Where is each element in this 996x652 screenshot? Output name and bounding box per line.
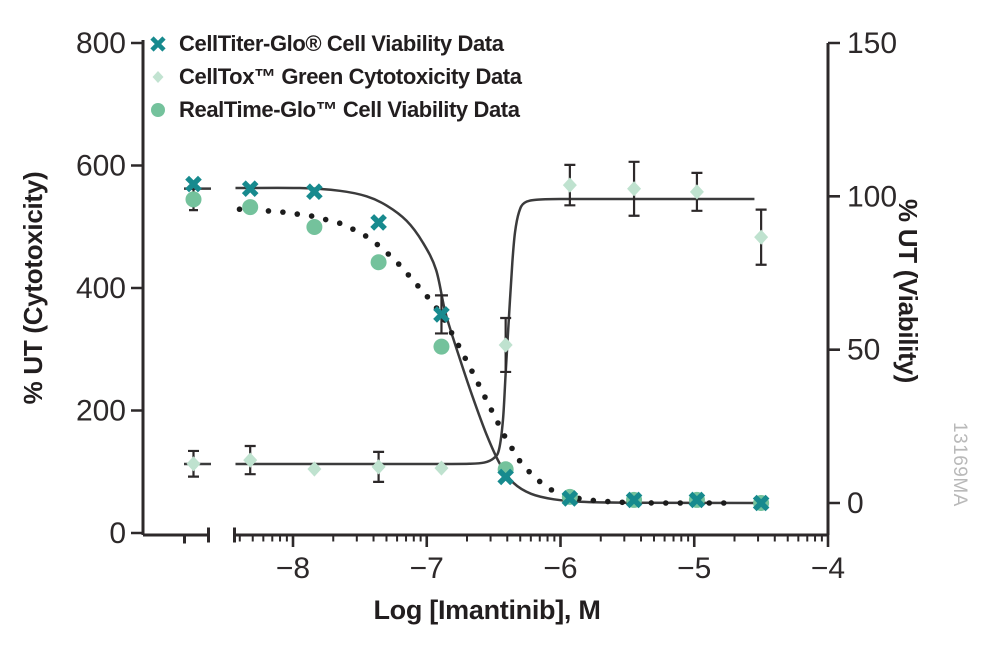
marker-diamond-celltox — [371, 459, 386, 475]
fit-dot-realtime-fit — [619, 499, 626, 506]
legend-item-celltox: CellTox™ Green Cytotoxicity Data — [147, 60, 522, 93]
y-left-tick-label: 600 — [76, 150, 126, 183]
x-tick-label: −6 — [543, 552, 577, 585]
marker-circle-realtime — [433, 338, 450, 355]
fit-curve-celltox-fit — [235, 197, 755, 466]
y-left-tick-label: 200 — [76, 395, 126, 428]
marker-diamond-celltox — [307, 461, 322, 477]
fit-dot-realtime-fit — [350, 226, 356, 232]
fit-dot-realtime-fit — [308, 213, 315, 219]
fit-dot-realtime-fit — [294, 211, 301, 217]
fit-dot-realtime-fit — [548, 487, 555, 493]
y-left-tick-label: 800 — [76, 27, 126, 60]
chart-legend: CellTiter-Glo® Cell Viability Data CellT… — [147, 27, 522, 126]
marker-x-celltiter — [241, 180, 259, 197]
marker-x-celltiter — [306, 183, 323, 201]
marker-diamond-celltox — [434, 460, 449, 476]
watermark-code: 13169MA — [949, 422, 970, 507]
fit-dot-realtime-fit — [362, 233, 369, 239]
marker-x-celltiter — [185, 175, 202, 193]
fit-dot-realtime-fit — [706, 500, 713, 506]
marker-diamond-celltox — [562, 177, 577, 193]
y-left-tick-label: 400 — [76, 272, 126, 305]
fit-dot-realtime-fit — [415, 283, 421, 289]
marker-diamond-celltox — [498, 337, 513, 353]
fit-dot-realtime-fit — [526, 468, 532, 475]
fit-dot-realtime-fit — [455, 342, 462, 349]
x-axis-title: Log [Imantinib], M — [373, 595, 601, 625]
marker-circle-realtime — [185, 191, 202, 208]
y-axis-right-title: % UT (Viability) — [893, 199, 923, 383]
fit-dot-realtime-fit — [265, 208, 272, 214]
fit-dot-realtime-fit — [462, 355, 469, 362]
fit-dot-realtime-fit — [469, 368, 475, 374]
legend-label-realtime: RealTime-Glo™ Cell Viability Data — [179, 96, 520, 122]
marker-x-celltiter — [433, 306, 450, 323]
x-tick-label: −7 — [410, 552, 444, 585]
fit-dot-realtime-fit — [662, 500, 669, 506]
diamond-marker-icon — [152, 70, 164, 83]
fit-dot-realtime-fit — [385, 251, 392, 257]
fit-curve-celltiter-fit — [235, 186, 758, 505]
circle-marker-icon — [151, 102, 165, 117]
fit-dot-realtime-fit — [495, 420, 501, 426]
marker-circle-realtime — [242, 199, 259, 216]
legend-label-celltox: CellTox™ Green Cytotoxicity Data — [179, 63, 522, 89]
legend-label-celltiter: CellTiter-Glo® Cell Viability Data — [179, 30, 504, 56]
y-right-tick-label: 50 — [847, 334, 880, 367]
marker-x-celltiter — [370, 214, 387, 231]
marker-x-celltiter — [497, 468, 514, 486]
fit-dot-realtime-fit — [424, 293, 431, 300]
fit-dot-realtime-fit — [501, 433, 508, 439]
marker-circle-realtime — [306, 219, 323, 235]
y-left-tick-label: 0 — [109, 517, 126, 550]
fit-dot-realtime-fit — [509, 445, 515, 452]
fit-dot-realtime-fit — [604, 498, 611, 505]
fit-dot-realtime-fit — [336, 220, 343, 227]
marker-diamond-celltox — [243, 452, 258, 468]
fit-dot-realtime-fit — [488, 407, 495, 413]
marker-diamond-celltox — [627, 181, 642, 197]
fit-dot-realtime-fit — [322, 216, 329, 223]
x-tick-label: −5 — [677, 552, 711, 585]
fit-dot-realtime-fit — [536, 478, 543, 485]
x-tick-label: −8 — [276, 552, 310, 585]
minor-ticks — [238, 535, 823, 542]
fit-dot-realtime-fit — [482, 394, 488, 400]
fit-dot-realtime-fit — [475, 381, 482, 387]
fit-dot-realtime-fit — [448, 329, 455, 336]
marker-diamond-celltox — [186, 456, 201, 472]
legend-item-realtime: RealTime-Glo™ Cell Viability Data — [147, 93, 522, 126]
major-ticks — [131, 41, 840, 547]
marker-x-celltiter — [625, 491, 643, 509]
legend-item-celltiter: CellTiter-Glo® Cell Viability Data — [147, 27, 522, 60]
y-right-tick-label: 100 — [847, 180, 897, 213]
fit-dot-realtime-fit — [280, 209, 286, 215]
marker-x-celltiter — [561, 490, 579, 507]
fit-dot-realtime-fit — [374, 241, 381, 248]
y-axis-left-title: % UT (Cytotoxicity) — [18, 171, 48, 405]
fit-dot-realtime-fit — [720, 500, 727, 506]
marker-x-celltiter — [688, 491, 706, 509]
fit-dot-realtime-fit — [395, 261, 402, 267]
fit-dot-realtime-fit — [677, 500, 684, 506]
y-right-tick-label: 150 — [847, 27, 897, 60]
marker-circle-realtime — [370, 254, 387, 271]
fit-dot-realtime-fit — [405, 272, 412, 278]
marker-diamond-celltox — [689, 184, 704, 200]
x-tick-label: −4 — [811, 552, 845, 585]
fit-dot-realtime-fit — [590, 497, 597, 504]
marker-x-celltiter — [752, 494, 770, 512]
marker-diamond-celltox — [754, 229, 769, 245]
fit-dot-realtime-fit — [648, 500, 655, 506]
x-marker-icon — [150, 35, 166, 52]
fit-dot-realtime-fit — [516, 457, 523, 464]
y-right-tick-label: 0 — [847, 487, 864, 520]
fit-dot-realtime-fit — [236, 206, 243, 213]
